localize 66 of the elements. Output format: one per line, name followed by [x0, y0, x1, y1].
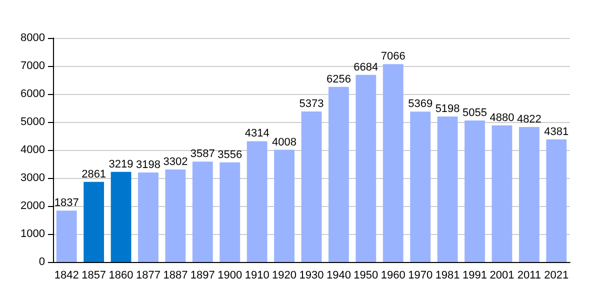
x-tick-label: 2011	[517, 270, 542, 282]
bar	[246, 141, 268, 262]
x-tick-label: 1887	[163, 270, 188, 282]
bar	[110, 172, 132, 262]
x-tick-label: 1877	[136, 270, 160, 282]
y-tick-label: 8000	[20, 32, 45, 44]
bar	[328, 86, 349, 262]
x-tick-label: 1981	[435, 270, 460, 282]
bar	[546, 139, 567, 262]
data-label: 6256	[326, 73, 351, 86]
bar	[301, 112, 322, 262]
data-label: 5369	[408, 98, 433, 110]
x-tick-label: 1991	[462, 270, 488, 282]
data-label: 7066	[380, 50, 406, 63]
x-tick-label: 1857	[82, 270, 106, 282]
bar	[192, 162, 213, 262]
y-tick-label: 4000	[20, 144, 45, 156]
data-label: 6684	[354, 61, 378, 74]
data-label: 5055	[462, 106, 488, 119]
bar	[84, 182, 104, 262]
data-label: 4314	[244, 128, 270, 140]
data-label: 4822	[516, 113, 542, 126]
bar	[138, 172, 158, 262]
data-label: 3219	[108, 158, 134, 170]
bar	[382, 64, 404, 262]
data-label: 5198	[435, 102, 460, 115]
x-tick-label: 1860	[108, 270, 134, 282]
bar	[356, 74, 376, 262]
x-tick-label: 1897	[190, 270, 215, 282]
x-tick-label: 1930	[299, 270, 324, 282]
data-label: 2861	[82, 168, 106, 180]
x-tick-label: 1842	[54, 270, 79, 282]
data-label: 4880	[490, 112, 514, 124]
data-label: 1837	[54, 197, 79, 210]
data-label: 3556	[218, 148, 242, 161]
data-label: 4008	[272, 136, 297, 148]
x-tick-label: 1920	[272, 270, 297, 282]
x-tick-label: 1900	[218, 270, 242, 282]
x-tick-label: 1910	[244, 270, 270, 282]
bar	[518, 126, 540, 262]
x-tick-label: 2021	[544, 270, 569, 282]
y-tick-label: 5000	[20, 116, 45, 128]
data-label: 3198	[136, 158, 160, 171]
data-label: 3302	[163, 156, 188, 168]
x-tick-label: 2001	[490, 270, 514, 282]
data-label: 3587	[190, 148, 215, 160]
data-label: 5373	[299, 98, 324, 110]
bar	[220, 162, 240, 262]
y-tick-label: 1000	[20, 228, 45, 240]
bar	[492, 125, 512, 262]
y-tick-label: 0	[38, 256, 45, 268]
x-tick-label: 1940	[326, 270, 351, 282]
y-tick-label: 7000	[20, 60, 45, 72]
y-tick-label: 6000	[20, 88, 45, 100]
bar	[165, 170, 186, 262]
bar	[274, 150, 294, 262]
x-tick-label: 1960	[380, 270, 406, 282]
bar	[464, 120, 485, 262]
x-tick-label: 1970	[408, 270, 433, 282]
bar	[437, 116, 458, 262]
bar	[56, 210, 77, 262]
data-label: 4381	[544, 126, 569, 138]
x-tick-label: 1950	[354, 270, 378, 282]
y-tick-label: 3000	[20, 172, 45, 184]
bar	[410, 112, 431, 262]
y-tick-label: 2000	[20, 200, 45, 212]
